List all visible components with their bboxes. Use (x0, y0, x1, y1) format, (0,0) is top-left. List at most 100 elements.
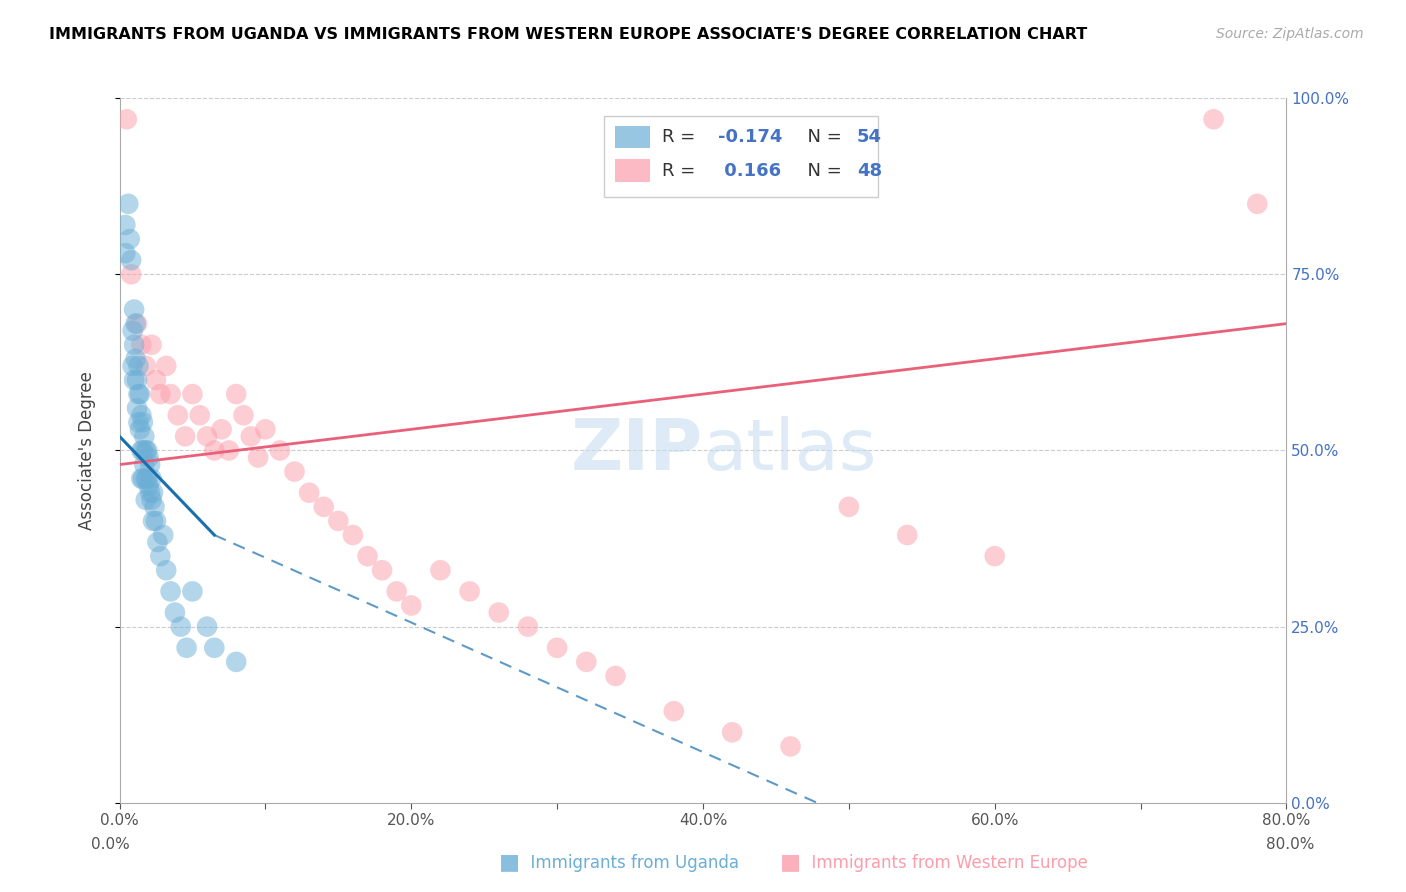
Point (488, 606, 510, 620)
Point (247, 450, 270, 465)
Text: ■: ■ (499, 853, 520, 872)
Point (145, 373, 167, 387)
Point (135, 492, 157, 507)
Text: IMMIGRANTS FROM UGANDA VS IMMIGRANTS FROM WESTERN EUROPE ASSOCIATE'S DEGREE CORR: IMMIGRANTS FROM UGANDA VS IMMIGRANTS FRO… (49, 27, 1087, 42)
Point (139, 485, 162, 500)
Point (135, 359, 157, 373)
Point (114, 246, 136, 260)
Point (122, 302, 145, 317)
Point (136, 443, 159, 458)
Point (385, 584, 408, 599)
Point (120, 268, 142, 282)
Point (1202, 112, 1225, 127)
Point (181, 387, 204, 401)
Point (605, 669, 627, 683)
Point (145, 514, 167, 528)
Point (458, 584, 481, 599)
Point (135, 472, 157, 486)
Point (174, 429, 197, 443)
Point (225, 387, 247, 401)
Point (546, 640, 568, 655)
Text: N =: N = (796, 161, 848, 179)
Text: atlas: atlas (703, 416, 877, 485)
Text: Immigrants from Western Europe: Immigrants from Western Europe (801, 855, 1088, 872)
Point (983, 549, 1005, 564)
Point (401, 599, 423, 613)
Point (429, 563, 451, 577)
Point (131, 408, 153, 422)
Text: 48: 48 (858, 161, 882, 179)
Point (127, 415, 149, 429)
Point (155, 359, 177, 373)
Point (176, 640, 198, 655)
Point (118, 232, 141, 246)
Point (225, 655, 247, 669)
Point (1246, 197, 1268, 211)
Text: R =: R = (662, 128, 702, 146)
Point (121, 324, 143, 338)
Point (132, 415, 155, 429)
Point (662, 704, 685, 718)
Point (138, 478, 160, 492)
Point (125, 401, 148, 416)
Point (114, 218, 136, 232)
Point (121, 359, 143, 373)
Point (166, 408, 188, 422)
Point (170, 619, 193, 633)
FancyBboxPatch shape (616, 160, 651, 182)
Point (159, 584, 181, 599)
Text: ■: ■ (780, 853, 801, 872)
Point (838, 500, 860, 514)
Point (202, 640, 225, 655)
Point (721, 725, 744, 739)
Point (139, 458, 162, 472)
Point (371, 563, 394, 577)
Point (575, 655, 598, 669)
Point (131, 472, 153, 486)
Point (195, 429, 218, 443)
Point (312, 500, 335, 514)
Text: R =: R = (662, 161, 702, 179)
Point (127, 387, 149, 401)
Point (124, 317, 146, 331)
Text: 0.166: 0.166 (718, 161, 782, 179)
Point (159, 387, 181, 401)
Point (134, 429, 156, 443)
Point (129, 422, 152, 436)
Point (131, 338, 153, 352)
Point (125, 317, 148, 331)
Point (328, 514, 350, 528)
Point (152, 528, 174, 542)
Point (141, 492, 163, 507)
FancyBboxPatch shape (616, 126, 651, 148)
Text: 80.0%: 80.0% (1267, 837, 1315, 852)
Text: Immigrants from Uganda: Immigrants from Uganda (520, 855, 740, 872)
Point (124, 351, 146, 366)
Point (283, 465, 307, 479)
Point (202, 443, 225, 458)
Point (517, 619, 540, 633)
Text: -0.174: -0.174 (718, 128, 783, 146)
Y-axis label: Associate's Degree: Associate's Degree (77, 371, 96, 530)
Point (356, 549, 378, 564)
Point (122, 373, 145, 387)
Point (188, 408, 211, 422)
Point (132, 472, 155, 486)
Point (254, 422, 277, 436)
Point (141, 472, 163, 486)
Point (142, 485, 165, 500)
Text: ZIP: ZIP (571, 416, 703, 485)
Point (779, 739, 801, 754)
Text: Source: ZipAtlas.com: Source: ZipAtlas.com (1216, 27, 1364, 41)
Point (138, 450, 160, 465)
Point (195, 619, 218, 633)
Point (134, 458, 156, 472)
Point (342, 528, 364, 542)
Point (181, 584, 204, 599)
Point (142, 514, 165, 528)
Point (149, 387, 172, 401)
Point (218, 443, 240, 458)
Text: 54: 54 (858, 128, 882, 146)
Point (298, 485, 321, 500)
Point (132, 443, 155, 458)
